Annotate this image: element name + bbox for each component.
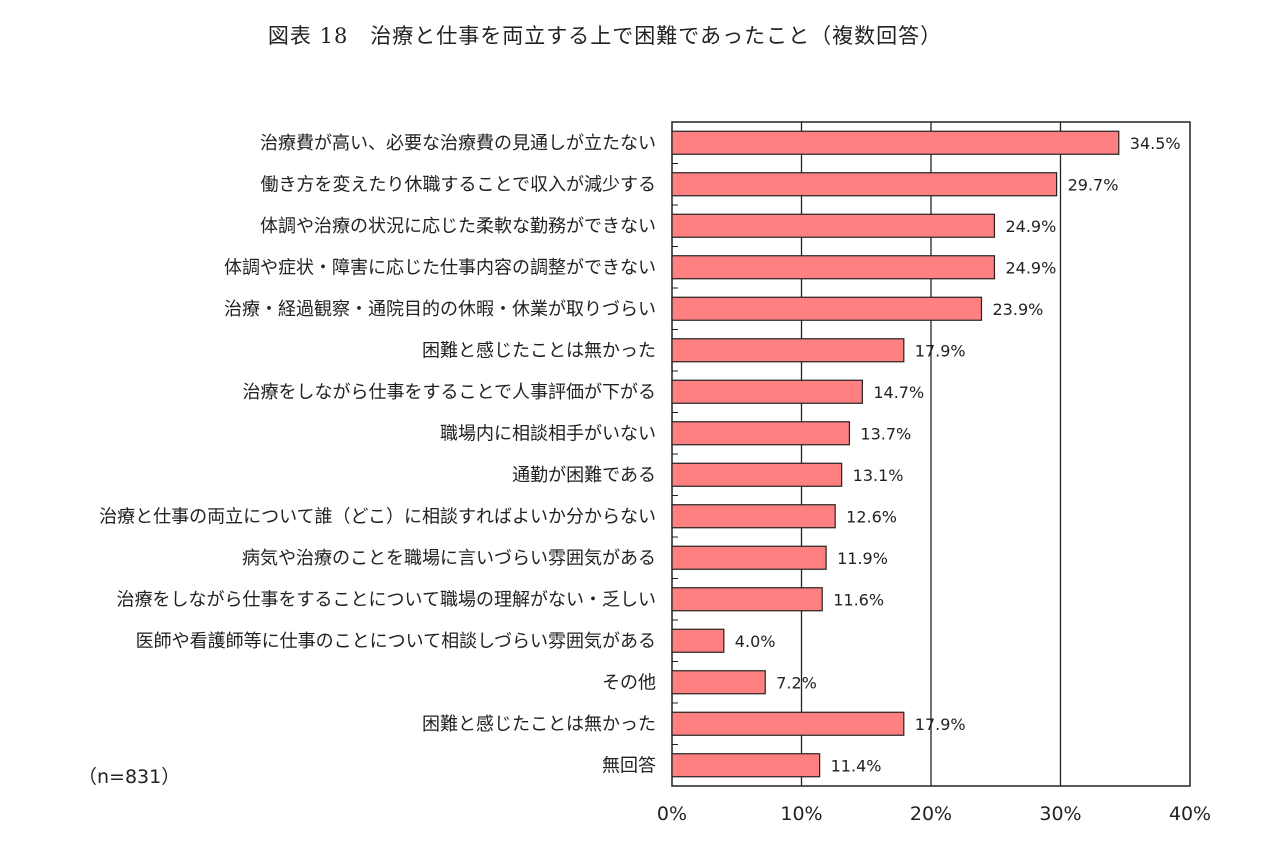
- sample-size-note: （n=831）: [78, 766, 181, 788]
- bar: [671, 213, 996, 238]
- data-label: 24.9%: [1005, 258, 1056, 277]
- x-tick-label: 30%: [1039, 803, 1081, 825]
- data-label: 4.0%: [735, 632, 776, 651]
- category-label: 通勤が困難である: [512, 465, 656, 486]
- category-label: 体調や治療の状況に応じた柔軟な勤務ができない: [260, 216, 656, 237]
- data-label: 23.9%: [993, 300, 1044, 319]
- data-label: 34.5%: [1130, 134, 1181, 153]
- data-label: 13.7%: [860, 424, 911, 443]
- x-tick-label: 20%: [910, 803, 952, 825]
- bar: [671, 421, 851, 446]
- bar: [671, 255, 996, 280]
- category-label: 困難と感じたことは無かった: [422, 714, 656, 735]
- x-tick-label: 40%: [1169, 803, 1211, 825]
- bar: [671, 462, 843, 487]
- bar: [671, 172, 1058, 197]
- category-label: 職場内に相談相手がいない: [440, 423, 656, 444]
- category-label: 治療と仕事の両立について誰（どこ）に相談すればよいか分からない: [99, 506, 656, 527]
- category-label: 体調や症状・障害に応じた仕事内容の調整ができない: [224, 257, 656, 278]
- data-label: 11.6%: [833, 590, 884, 609]
- x-tick-label: 0%: [657, 803, 687, 825]
- data-label: 14.7%: [873, 383, 924, 402]
- data-label: 29.7%: [1068, 175, 1119, 194]
- category-label: 医師や看護師等に仕事のことについて相談しづらい雰囲気がある: [136, 631, 656, 652]
- chart-title: 図表 18 治療と仕事を両立する上で困難であったこと（複数回答）: [267, 24, 943, 48]
- data-label: 17.9%: [915, 715, 966, 734]
- bar: [671, 670, 766, 695]
- category-label: 治療をしながら仕事をすることで人事評価が下がる: [243, 382, 656, 403]
- data-label: 24.9%: [1005, 217, 1056, 236]
- bar: [671, 504, 836, 529]
- bar: [671, 296, 983, 321]
- bar: [671, 753, 821, 778]
- bar: [671, 130, 1120, 155]
- category-label: 治療をしながら仕事をすることについて職場の理解がない・乏しい: [117, 589, 656, 610]
- data-label: 11.9%: [837, 549, 888, 568]
- data-label: 13.1%: [853, 466, 904, 485]
- category-label: その他: [602, 672, 656, 693]
- data-label: 12.6%: [846, 507, 897, 526]
- category-label: 治療費が高い、必要な治療費の見通しが立たない: [260, 133, 656, 154]
- data-label: 17.9%: [915, 341, 966, 360]
- category-label: 働き方を変えたり休職することで収入が減少する: [261, 174, 656, 195]
- bar: [671, 628, 725, 653]
- category-label: 治療・経過観察・通院目的の休暇・休業が取りづらい: [224, 299, 656, 320]
- bar: [671, 338, 905, 363]
- category-label: 無回答: [602, 755, 656, 776]
- bar: [671, 545, 827, 570]
- category-label: 困難と感じたことは無かった: [422, 340, 656, 361]
- bar: [671, 711, 905, 736]
- data-label: 11.4%: [831, 756, 882, 775]
- category-label: 病気や治療のことを職場に言いづらい雰囲気がある: [242, 548, 656, 569]
- bar: [671, 379, 863, 404]
- data-label: 7.2%: [776, 673, 817, 692]
- bar: [671, 587, 823, 612]
- x-tick-label: 10%: [780, 803, 822, 825]
